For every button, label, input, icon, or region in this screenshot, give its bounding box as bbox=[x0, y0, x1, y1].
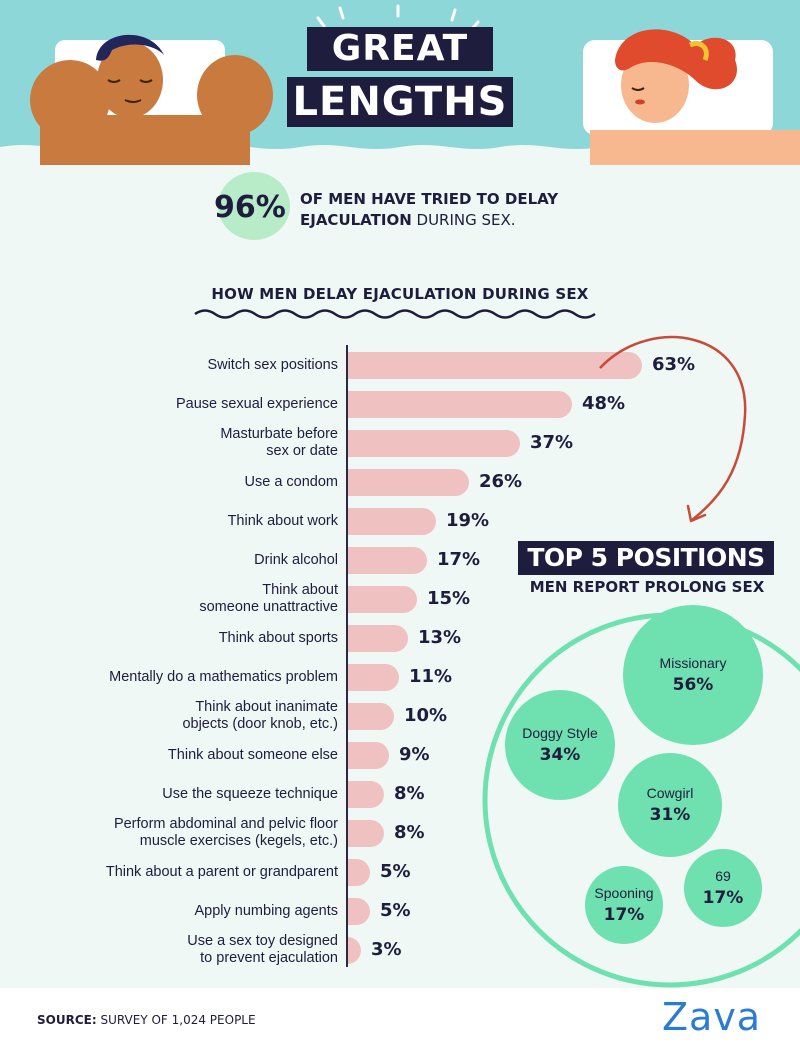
bubble-label: Spooning bbox=[594, 885, 654, 901]
category-label: Switch sex positions bbox=[207, 356, 338, 373]
bar bbox=[347, 664, 399, 691]
bar bbox=[347, 742, 389, 769]
bar bbox=[347, 430, 520, 457]
arrow-icon bbox=[599, 336, 747, 523]
bar bbox=[347, 508, 436, 535]
stat-text-bold: EJACULATION bbox=[300, 211, 412, 229]
bar bbox=[347, 703, 394, 730]
bubble-label: 69 bbox=[715, 868, 731, 884]
bar-value-label: 17% bbox=[437, 549, 481, 570]
bar-value-label: 10% bbox=[404, 705, 448, 726]
bar bbox=[347, 781, 384, 808]
category-label: Think about someone unattractive bbox=[199, 582, 338, 615]
category-label: Think about work bbox=[227, 512, 338, 529]
woman-illustration bbox=[583, 29, 800, 165]
bar-value-label: 3% bbox=[371, 939, 402, 960]
wavy-underline bbox=[194, 309, 596, 319]
category-label: Think about someone else bbox=[167, 746, 338, 763]
bar-value-label: 9% bbox=[399, 744, 430, 765]
bubble-value: 17% bbox=[702, 888, 744, 908]
category-label: Apply numbing agents bbox=[194, 902, 339, 919]
stat-percent: 96% bbox=[214, 190, 286, 225]
bar-value-label: 48% bbox=[582, 393, 626, 414]
bar bbox=[347, 625, 408, 652]
category-label: Think about inanimate objects (door knob,… bbox=[182, 699, 338, 732]
bar-value-label: 63% bbox=[652, 354, 696, 375]
bar bbox=[347, 391, 572, 418]
bar bbox=[347, 937, 361, 964]
bubble-label: Missionary bbox=[659, 655, 727, 671]
bar-value-label: 19% bbox=[446, 510, 490, 531]
title-line-1: GREAT bbox=[307, 27, 493, 71]
category-label: Think about a parent or grandparent bbox=[105, 863, 338, 880]
bar bbox=[347, 547, 427, 574]
bar bbox=[347, 898, 370, 925]
bar bbox=[347, 586, 417, 613]
zava-logo: Zava bbox=[662, 995, 762, 1039]
bubble-label: Cowgirl bbox=[646, 785, 694, 801]
bubble-doggy-style: Doggy Style 34% bbox=[505, 690, 615, 800]
stat-text: OF MEN HAVE TRIED TO DELAY EJACULATION D… bbox=[300, 189, 600, 231]
bubble-value: 34% bbox=[539, 745, 581, 765]
man-illustration bbox=[30, 34, 273, 165]
bar-value-label: 11% bbox=[409, 666, 453, 687]
bubble-value: 56% bbox=[672, 675, 714, 695]
bar-value-label: 8% bbox=[394, 783, 425, 804]
bar-chart: 63% Switch sex positions 48% Pause sexual e… bbox=[105, 352, 696, 966]
footer bbox=[0, 988, 800, 1056]
chart-title: HOW MEN DELAY EJACULATION DURING SEX bbox=[211, 285, 589, 303]
category-label: Mentally do a mathematics problem bbox=[109, 668, 338, 685]
title-line-2: LENGTHS bbox=[287, 77, 513, 127]
bar bbox=[347, 820, 384, 847]
stat-text-line1: OF MEN HAVE TRIED TO DELAY bbox=[300, 190, 559, 208]
bar-value-label: 26% bbox=[479, 471, 523, 492]
category-label: Use the squeeze technique bbox=[162, 785, 338, 802]
category-label: Masturbate before sex or date bbox=[220, 426, 338, 459]
category-label: Use a condom bbox=[244, 473, 339, 490]
bar-value-label: 5% bbox=[380, 900, 411, 921]
chart-axis bbox=[346, 345, 348, 967]
bar-value-label: 37% bbox=[530, 432, 574, 453]
bubble-value: 17% bbox=[603, 905, 645, 925]
bar-value-label: 15% bbox=[427, 588, 471, 609]
bar bbox=[347, 469, 469, 496]
bar-value-label: 8% bbox=[394, 822, 425, 843]
bubble-cowgirl: Cowgirl 31% bbox=[618, 753, 722, 857]
sparkle-lines bbox=[316, 4, 480, 31]
bar-value-label: 13% bbox=[418, 627, 462, 648]
bubble-spooning: Spooning 17% bbox=[585, 866, 663, 944]
category-label: Think about sports bbox=[218, 629, 338, 646]
source-label: SOURCE: bbox=[37, 1013, 97, 1027]
bar bbox=[347, 352, 642, 379]
bubble-label: Doggy Style bbox=[522, 725, 598, 741]
source-text: SURVEY OF 1,024 PEOPLE bbox=[96, 1013, 256, 1027]
header-illustration bbox=[0, 0, 800, 165]
top5-title: TOP 5 POSITIONS bbox=[518, 541, 774, 575]
bubble-value: 31% bbox=[649, 805, 691, 825]
top5-subtitle: MEN REPORT PROLONG SEX bbox=[529, 578, 765, 596]
bubble-69: 69 17% bbox=[684, 849, 762, 927]
category-label: Pause sexual experience bbox=[175, 395, 338, 412]
bar-value-label: 5% bbox=[380, 861, 411, 882]
category-label: Drink alcohol bbox=[254, 551, 338, 568]
stat-text-regular: DURING SEX. bbox=[411, 211, 516, 229]
category-label: Perform abdominal and pelvic floor muscle… bbox=[113, 816, 338, 849]
source-note: SOURCE: SURVEY OF 1,024 PEOPLE bbox=[37, 1013, 256, 1027]
category-label: Use a sex toy designed to prevent ejacula… bbox=[187, 933, 338, 966]
bubble-missionary: Missionary 56% bbox=[623, 605, 763, 745]
bar bbox=[347, 859, 370, 886]
stat-circle bbox=[218, 172, 290, 240]
